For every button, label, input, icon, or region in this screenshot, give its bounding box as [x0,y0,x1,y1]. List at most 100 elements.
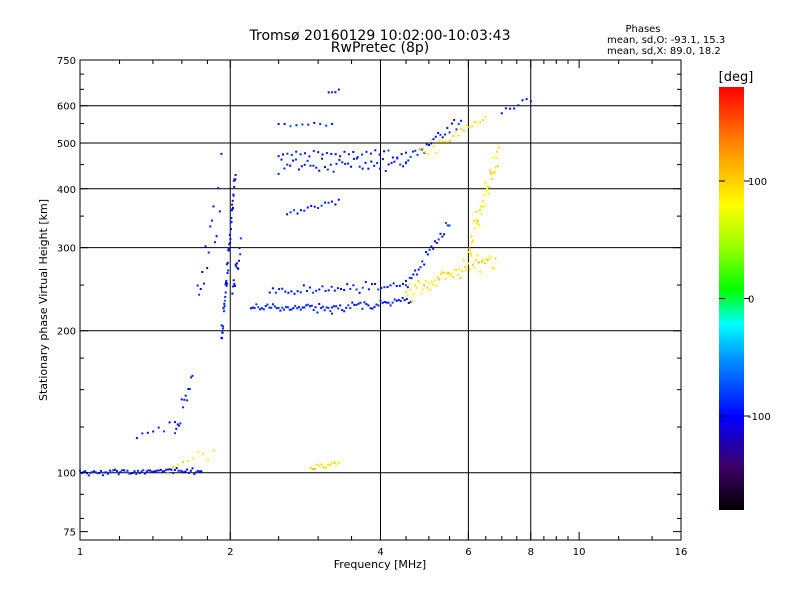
data-point [235,262,238,265]
data-point [312,309,315,311]
data-point [324,466,327,469]
data-point [324,290,327,292]
data-point [231,199,234,202]
data-point [332,170,335,173]
data-point [411,150,414,153]
data-point [312,150,315,153]
data-point [314,467,317,470]
data-point [286,306,289,309]
data-point [198,293,201,296]
data-point [385,301,388,304]
grid-lines [80,60,681,540]
data-point [212,449,215,452]
data-point [453,268,456,271]
data-point [278,288,281,291]
data-point [302,284,305,287]
x-axis-label: Frequency [MHz] [334,558,426,571]
data-point [493,267,495,270]
data-point [163,470,166,472]
data-point [217,187,220,190]
data-point [321,153,324,156]
data-point [471,241,474,244]
data-point [225,279,228,282]
chart-subtitle: RwPretec (8p) [331,40,429,56]
data-point [119,470,122,473]
data-point [405,291,407,294]
data-point [287,291,290,294]
data-point [100,470,103,472]
data-point [471,125,473,128]
data-point [221,331,224,334]
data-point [297,168,300,171]
data-point [446,224,449,227]
data-point [513,107,516,110]
data-point [228,248,231,251]
data-point [373,305,376,308]
data-point [198,470,201,473]
data-point [175,427,178,430]
data-point [223,299,226,302]
data-point [228,243,231,246]
data-point [192,457,195,460]
data-point [439,133,442,136]
data-point [249,307,252,310]
data-point [484,181,487,184]
data-point [196,284,199,287]
data-point [414,284,417,286]
data-point [497,146,500,149]
data-point [257,306,260,309]
chart-title: Tromsø 20160129 10:02:00-10:03:43 [249,28,511,44]
data-point [377,288,380,291]
data-point [281,287,284,290]
data-point [490,178,493,180]
data-point [318,288,321,291]
data-point [424,151,427,154]
data-point [331,122,334,125]
data-point [414,149,417,152]
data-point [239,253,242,256]
data-point [409,300,412,303]
data-point [450,272,453,275]
data-point [414,269,417,272]
data-point [289,211,292,214]
data-point [196,469,199,472]
data-point [423,263,426,266]
data-point [337,307,340,310]
x-tick-label: 10 [573,547,586,558]
data-point [103,471,106,474]
data-point [223,310,225,313]
data-point [428,248,431,251]
x-tick-label: 2 [227,547,233,558]
data-point [313,121,316,124]
data-point [165,468,168,471]
data-point [381,158,384,161]
data-point [333,461,336,464]
data-point [423,151,426,154]
data-point [135,437,138,440]
data-point [474,259,477,261]
y-tick-label: 500 [57,139,76,150]
data-point [355,157,358,160]
data-point [226,282,229,285]
data-point [358,291,361,294]
data-point [395,285,398,287]
data-point [444,133,446,136]
data-point [223,305,226,308]
data-point [316,463,319,466]
colorbar-tick-label: 0 [748,295,754,306]
data-point [200,470,203,473]
data-point [108,469,111,472]
data-point [352,284,355,287]
data-point [101,474,104,477]
data-point [320,204,323,207]
data-point [437,132,440,134]
data-point [473,266,476,269]
data-point [229,238,232,240]
data-point [161,470,164,473]
data-point [435,285,438,288]
data-point [272,303,275,306]
data-point [487,192,490,195]
data-point [432,283,435,286]
data-point [170,468,173,471]
